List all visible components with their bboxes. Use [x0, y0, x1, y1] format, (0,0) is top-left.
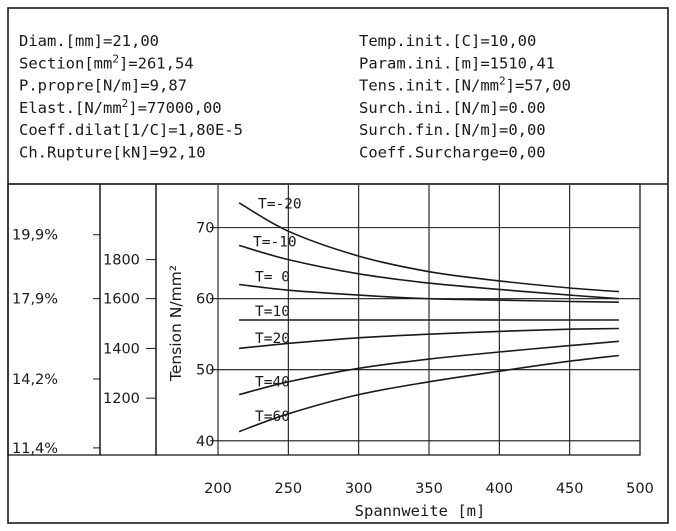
param-left-1: Section[mm2]=261,54	[19, 52, 194, 72]
param-right-0: Temp.init.[C]=10,00	[359, 32, 536, 50]
param-value: 21,00	[112, 32, 159, 50]
param-label: Coeff.Surcharge=	[359, 144, 508, 162]
param-left-4: Coeff.dilat[1/C]=1,80E-5	[19, 121, 243, 139]
y-tick-50: 50	[196, 363, 214, 379]
param-value: 77000,00	[147, 99, 222, 117]
x-tick-250: 250	[274, 481, 302, 497]
param-label-tail: ]=	[506, 77, 525, 95]
param-label: Ch.Rupture[kN]=	[19, 144, 159, 162]
series-line-6	[238, 354, 619, 433]
param-value: 0,00	[508, 121, 545, 139]
series-line-2	[239, 283, 619, 303]
parameter-scale-frame	[99, 183, 157, 456]
param-right-5: Coeff.Surcharge=0,00	[359, 144, 546, 162]
percent-tick-2: 14,2%	[12, 372, 58, 388]
series-group: T=-20 T=-10 T= 0 T=10 T=20 T=40 T=60	[238, 197, 619, 433]
x-tick-300: 300	[345, 481, 373, 497]
parameter-tick-2: 1400	[103, 341, 140, 357]
x-tick-500: 500	[626, 481, 654, 497]
param-right-4: Surch.fin.[N/m]=0,00	[359, 121, 546, 139]
param-label: Param.ini.[m]=	[359, 54, 490, 72]
param-sup: 2	[499, 75, 506, 88]
x-tick-450: 450	[556, 481, 584, 497]
y-tick-70: 70	[196, 221, 214, 237]
y-tick-40: 40	[196, 434, 214, 450]
param-label: Diam.[mm]=	[19, 32, 112, 50]
param-right-1: Param.ini.[m]=1510,41	[359, 54, 555, 72]
param-right-3: Surch.ini.[N/m]=0.00	[359, 99, 546, 117]
percent-tick-3: 11,4%	[12, 441, 58, 457]
percent-scale-frame	[7, 183, 101, 456]
param-value: 261,54	[138, 54, 194, 72]
param-value: 0.00	[508, 99, 545, 117]
series-label-6: T=60	[255, 409, 290, 425]
series-line-4	[239, 327, 619, 350]
param-value: 0,00	[508, 144, 545, 162]
param-value: 92,10	[159, 144, 206, 162]
series-line-5	[238, 340, 619, 396]
param-label: Surch.ini.[N/m]=	[359, 99, 508, 117]
series-label-0: T=-20	[258, 197, 302, 213]
x-axis-title: Spannweite [m]	[355, 502, 486, 520]
series-label-4: T=20	[255, 331, 290, 347]
param-label: Elast.[N/mm	[19, 99, 122, 117]
param-label: Coeff.dilat[1/C]=	[19, 121, 178, 139]
series-label-3: T=10	[255, 304, 290, 320]
series-line-1	[238, 244, 619, 300]
param-label: Temp.init.[C]=	[359, 32, 490, 50]
y-tick-60: 60	[196, 292, 214, 308]
parameter-block: Diam.[mm]=21,00Section[mm2]=261,54P.prop…	[19, 32, 571, 162]
percent-tick-0: 19,9%	[12, 228, 58, 244]
param-left-5: Ch.Rupture[kN]=92,10	[19, 144, 206, 162]
param-label: Surch.fin.[N/m]=	[359, 121, 508, 139]
x-tick-350: 350	[415, 481, 443, 497]
param-value: 57,00	[524, 77, 571, 95]
param-value: 9,87	[150, 77, 187, 95]
tick-labels: 200 250 300 350 400 450 500 40 50 60 70	[196, 221, 654, 497]
param-left-0: Diam.[mm]=21,00	[19, 32, 159, 50]
x-tick-200: 200	[204, 481, 232, 497]
series-line-0	[238, 202, 619, 293]
parameter-tick-0: 1800	[103, 253, 140, 269]
series-label-1: T=-10	[253, 234, 297, 250]
parameter-tick-3: 1200	[103, 391, 140, 407]
param-right-2: Tens.init.[N/mm2]=57,00	[359, 75, 571, 95]
param-value: 1510,41	[490, 54, 555, 72]
x-tick-400: 400	[485, 481, 513, 497]
tension-chart: 19,9% 17,9% 14,2% 11,4% 1800 1600 1400 1200 T=-…	[7, 183, 654, 520]
series-label-5: T=40	[255, 374, 290, 390]
param-left-2: P.propre[N/m]=9,87	[19, 77, 187, 95]
plot-frame	[155, 183, 641, 456]
param-left-3: Elast.[N/mm2]=77000,00	[19, 97, 222, 117]
series-label-2: T= 0	[255, 269, 290, 285]
parameter-tick-1: 1600	[103, 292, 140, 308]
param-value: 1,80E-5	[178, 121, 243, 139]
param-sup: 2	[112, 52, 119, 65]
param-value: 10,00	[490, 32, 537, 50]
param-label-tail: ]=	[119, 54, 138, 72]
y-axis-title: Tension N/mm²	[167, 265, 185, 382]
param-label: Section[mm	[19, 54, 112, 72]
param-label: P.propre[N/m]=	[19, 77, 150, 95]
auxiliary-scales: 19,9% 17,9% 14,2% 11,4% 1800 1600 1400 1200	[12, 228, 156, 457]
param-label-tail: ]=	[128, 99, 147, 117]
param-label: Tens.init.[N/mm	[359, 77, 499, 95]
percent-tick-1: 17,9%	[12, 292, 58, 308]
param-sup: 2	[122, 97, 129, 110]
